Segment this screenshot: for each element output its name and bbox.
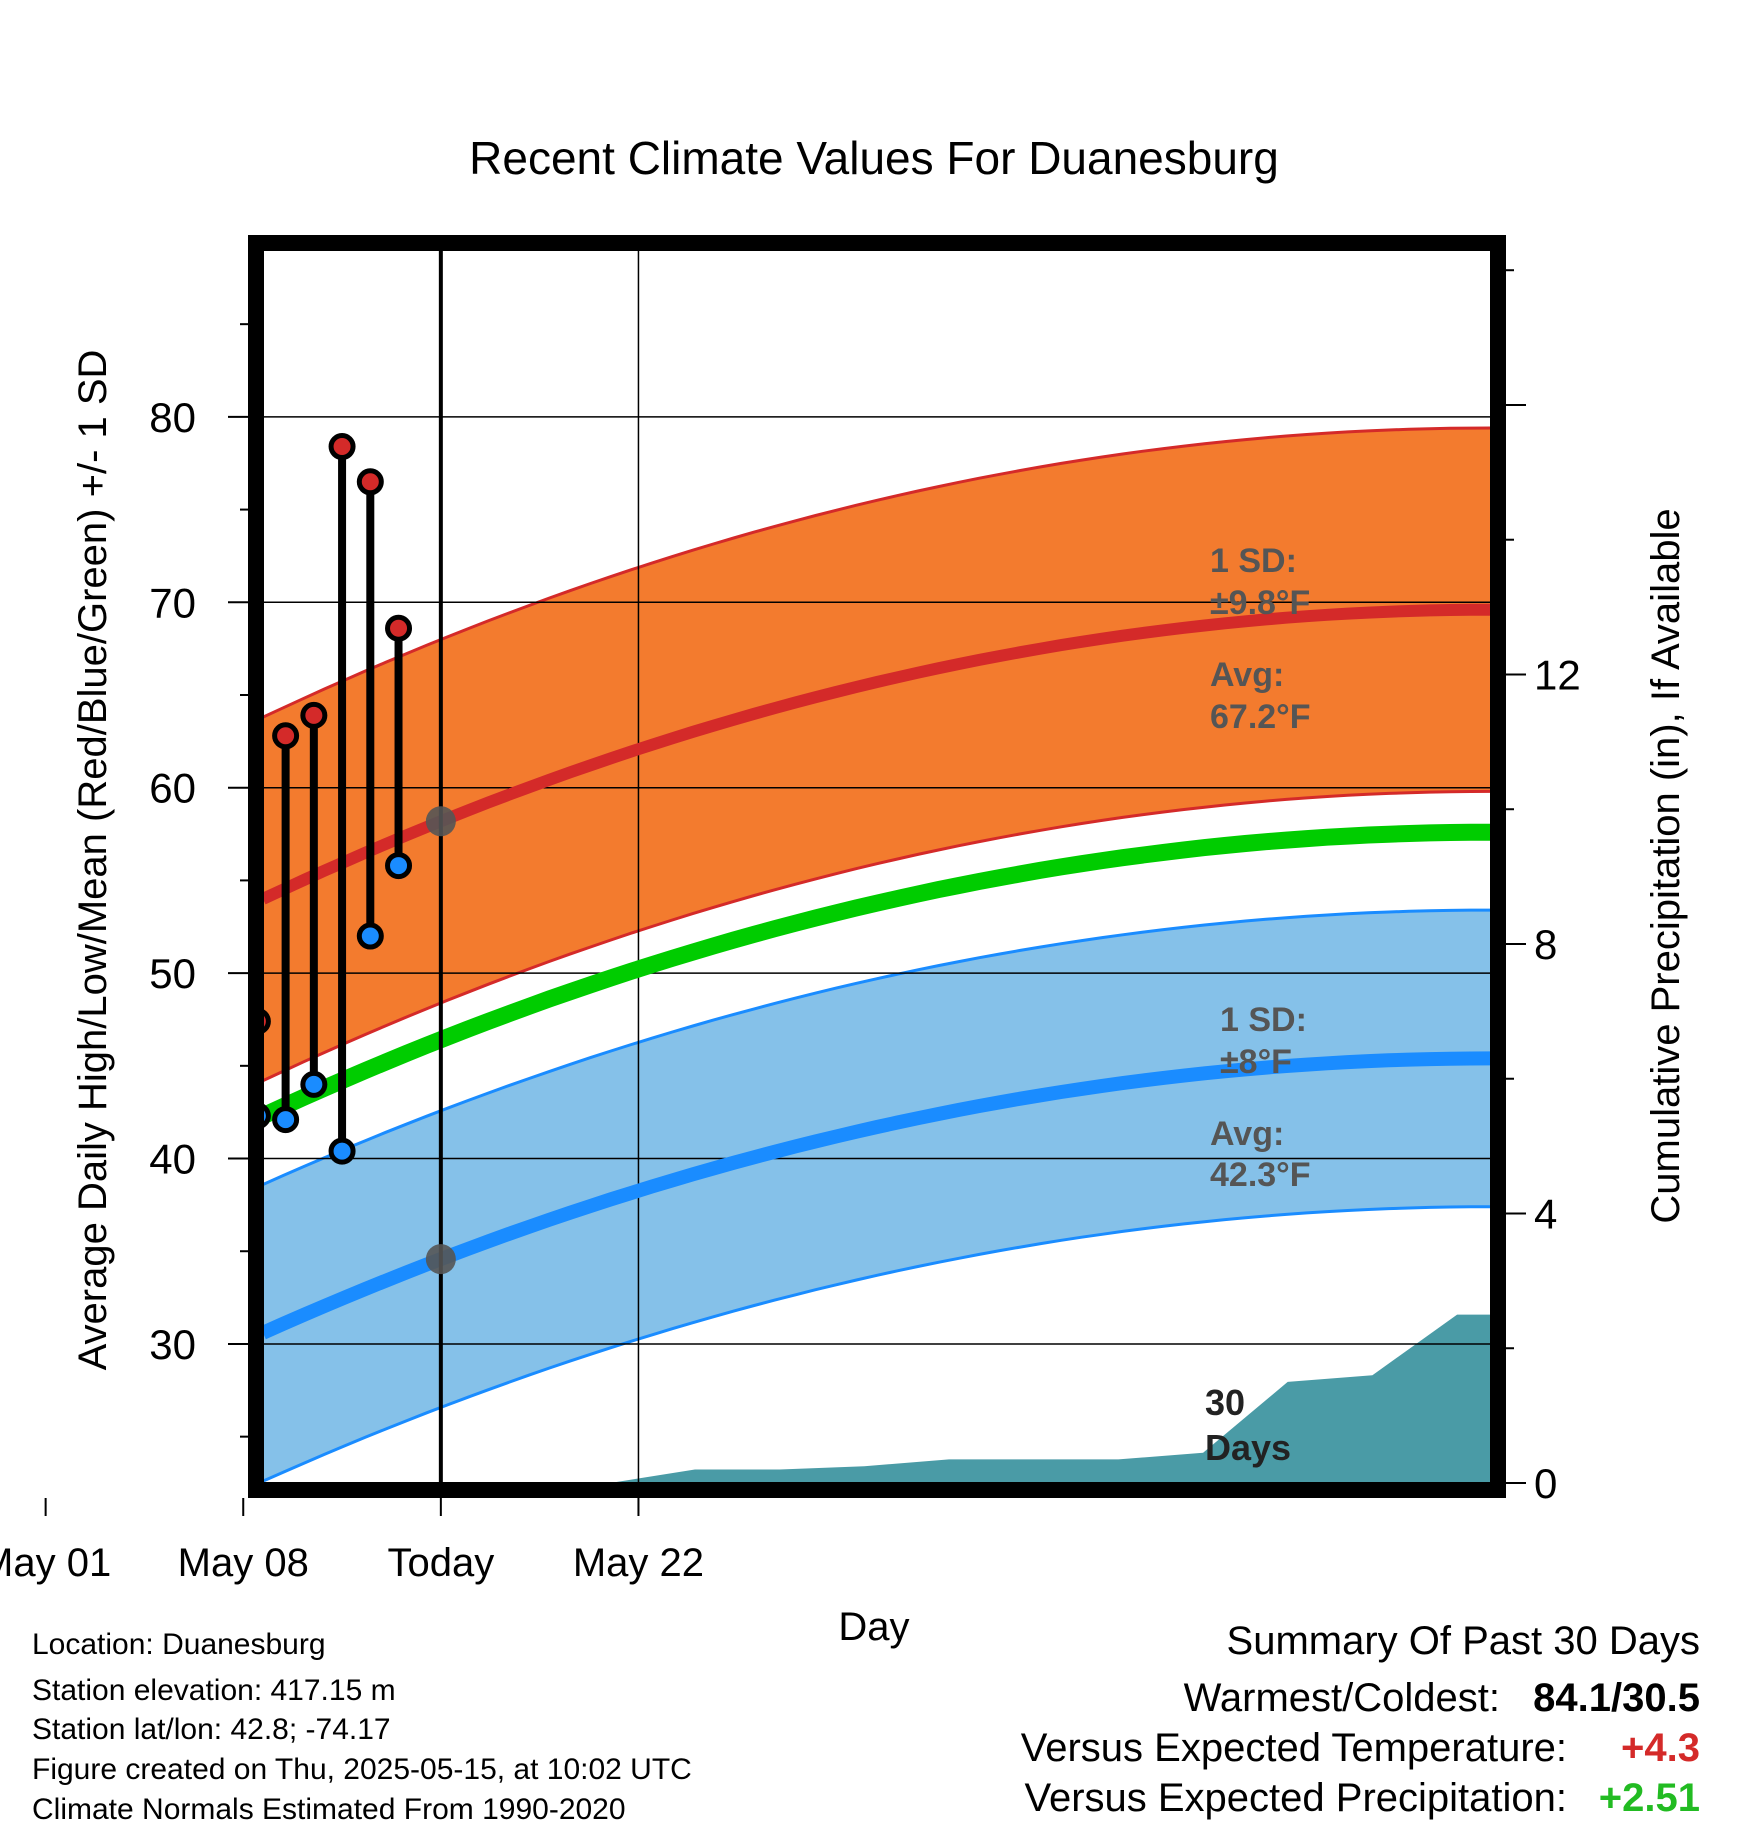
daily-low-point [356,922,384,950]
y2-tick-label: 4 [1534,1190,1557,1237]
summary-temp-label: Versus Expected Temperature: [1021,1726,1567,1770]
precipitation-area [313,944,1491,1483]
days-label-number: 30 [1205,1382,1245,1423]
low-sd-label: 1 SD: [1220,1001,1307,1039]
daily-high-point [49,473,71,495]
summary-title: Summary Of Past 30 Days [1227,1619,1700,1663]
daily-high-point [328,433,356,461]
high-avg-value: 67.2°F [1210,698,1311,736]
y-tick-label: 70 [149,579,196,626]
footer-info: Location: Duanesburg Station elevation: … [32,1628,692,1826]
high-sd-label: 1 SD: [1210,542,1297,580]
y-tick-label: 40 [149,1136,196,1183]
y-axis-right: 0 4 8 12 [1506,269,1581,1507]
daily-high-point [21,589,43,611]
daily-low-point [21,1170,43,1192]
high-normal-line [263,603,1491,905]
daily-high-point [300,701,328,729]
x-axis-label: Day [838,1605,909,1649]
summary-precip-label: Versus Expected Precipitation: [1024,1776,1567,1820]
high-sd-value: ±9.8°F [1210,584,1310,622]
y2-tick-label: 0 [1534,1460,1557,1507]
low-avg-value: 42.3°F [1210,1156,1311,1194]
daily-low-point [272,1106,300,1134]
y-tick-label: 50 [149,950,196,997]
daily-low-point [300,1070,328,1098]
mean-normal-line [263,823,1491,1124]
x-tick-label: May 08 [178,1541,309,1585]
low-sd-upper-edge [263,908,1491,1186]
daily-high-point [272,722,300,750]
footer-elevation: Station elevation: 417.15 m [32,1674,396,1707]
x-tick-label: May 22 [573,1541,704,1585]
low-avg-marker [425,1244,456,1275]
low-sd-lower-edge [263,1205,1491,1483]
daily-low-point [385,852,413,880]
footer-normals: Climate Normals Estimated From 1990-2020 [32,1793,626,1826]
daily-low-point [133,910,155,932]
daily-low-point [328,1137,356,1165]
low-sd-value: ±8°F [1220,1043,1292,1081]
summary-panel: Summary Of Past 30 Days Warmest/Coldest:… [1021,1619,1700,1820]
daily-low-point [263,1103,271,1129]
plot-area [0,250,1491,1483]
x-tick-label: May 01 [0,1541,111,1585]
daily-low-point [49,971,71,993]
plot-frame [248,235,1506,1498]
y-tick-label: 60 [149,765,196,812]
x-tick-label: Today [387,1541,494,1585]
daily-high-point [385,614,413,642]
footer-latlon: Station lat/lon: 42.8; -74.17 [32,1713,391,1746]
y-axis-left: 30 40 50 60 70 80 [149,323,248,1438]
low-sd-band [263,910,1491,1482]
summary-warm-cold-label: Warmest/Coldest: [1184,1676,1500,1720]
daily-high-point [218,836,240,858]
high-avg-marker [425,806,456,837]
daily-low-point [0,1135,14,1157]
daily-high-point [162,716,184,738]
y-tick-label: 30 [149,1321,196,1368]
daily-temperature-bars [0,433,413,1192]
y2-tick-label: 12 [1534,651,1581,698]
high-sd-lower-edge [263,789,1491,1083]
daily-low-point [162,927,184,949]
daily-high-point [356,468,384,496]
daily-high-point [0,758,14,780]
summary-warm-cold-value: 84.1/30.5 [1533,1676,1700,1720]
y2-tick-label: 8 [1534,921,1557,968]
y-axis-label: Average Daily High/Low/Mean (Red/Blue/Gr… [71,350,115,1371]
y-tick-label: 80 [149,394,196,441]
footer-created: Figure created on Thu, 2025-05-15, at 10… [32,1753,692,1786]
summary-precip-value: +2.51 [1599,1776,1700,1820]
normal-annotations: 1 SD: ±9.8°F Avg: 67.2°F 1 SD: ±8°F Avg:… [425,542,1311,1468]
low-avg-label: Avg: [1210,1115,1284,1153]
daily-high-point [263,1009,271,1034]
footer-location: Location: Duanesburg [32,1628,326,1661]
days-label-text: Days [1205,1427,1291,1468]
low-normal-line [263,1051,1491,1340]
summary-temp-value: +4.3 [1621,1726,1700,1770]
y2-axis-label: Cumulative Precipitation (in), If Availa… [1644,508,1688,1223]
high-avg-label: Avg: [1210,656,1284,694]
daily-low-point [218,1064,240,1086]
high-sd-upper-edge [263,426,1491,719]
chart-title: Recent Climate Values For Duanesburg [469,132,1279,184]
